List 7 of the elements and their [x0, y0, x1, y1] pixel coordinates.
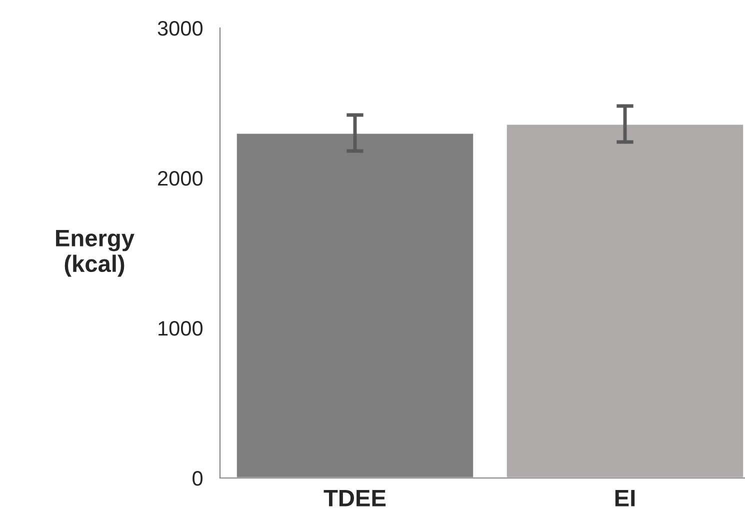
y-tick-label: 3000: [158, 21, 203, 36]
y-tick-label: 0: [192, 471, 203, 486]
x-tick-label: EI: [615, 490, 635, 506]
y-axis-title: Energy (kcal): [56, 230, 134, 277]
y-tick-label: 2000: [158, 171, 203, 186]
x-tick-label: TDEE: [324, 490, 386, 506]
y-tick-label: 1000: [158, 321, 203, 336]
